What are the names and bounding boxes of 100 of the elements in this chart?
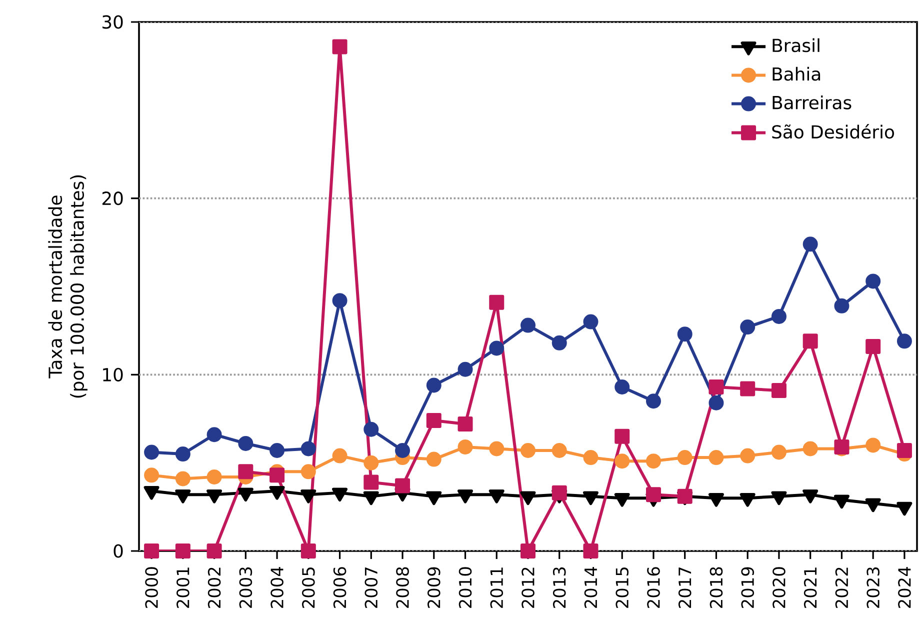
point [708,450,724,466]
point [771,444,786,460]
x-tick-label: 2020 [772,567,786,608]
point [426,452,442,467]
legend-label: Bahia [772,66,820,81]
x-tick-label: 2011 [490,568,504,608]
x-tick-label: 2000 [145,567,158,608]
point [238,464,254,480]
point [583,544,598,558]
point [175,446,190,462]
point [270,468,285,483]
x-tick-label: 2019 [741,567,754,608]
point [332,448,348,464]
point [175,544,190,558]
x-tick-label: 2006 [333,567,346,608]
point [520,442,536,458]
x-tick-label: 2002 [208,568,221,608]
point [552,442,567,458]
point [426,378,442,393]
point [677,326,692,342]
x-tick-label: 2001 [176,568,190,608]
y-tick-label: 20 [102,192,123,206]
point [614,454,630,469]
x-tick-label: 2010 [458,567,472,608]
point [489,441,504,456]
point [646,487,661,502]
x-tick-label: 2005 [302,568,315,608]
point [300,544,316,558]
point [866,438,881,453]
point [740,320,756,335]
x-tick-label: 2012 [522,568,534,608]
point [771,308,786,324]
point [866,338,881,354]
point [740,381,756,396]
y-tick-label: 0 [114,544,123,558]
legend-label: Brasil [772,38,820,52]
point [144,468,160,483]
point [771,383,786,398]
point [144,444,160,460]
point [740,448,756,464]
point [364,422,379,437]
x-tick-label: 2008 [396,567,409,608]
point [300,441,316,456]
point [458,416,473,432]
x-tick-label: 2009 [427,567,440,608]
point [677,488,692,504]
point [426,413,442,428]
point [896,334,912,349]
point [646,394,661,409]
x-tick-label: 2024 [898,567,911,608]
point [458,362,473,377]
point [646,454,661,469]
point [206,427,222,442]
point [708,380,724,395]
point [614,380,630,395]
point [896,442,912,458]
point [552,485,567,500]
point [802,236,818,252]
x-tick-label: 2014 [584,567,598,608]
x-tick-label: 2023 [866,567,880,608]
point [175,471,190,486]
legend-label: São Desidério [772,124,894,139]
point [520,318,536,333]
x-tick-label: 2017 [678,567,692,608]
point [802,441,818,456]
x-tick-label: 2004 [270,567,284,608]
point [395,442,410,458]
point [238,436,254,451]
point [300,464,316,480]
point [332,293,348,308]
point [489,294,504,310]
point [802,334,818,349]
point [332,39,348,54]
x-tick-label: 2007 [364,567,378,608]
point [834,298,850,314]
point [552,335,567,350]
point [677,450,692,466]
y-axis-title: Taxa de mortalidade (por 100.000 habitantes) [48,175,88,398]
x-tick-label: 2016 [647,567,660,608]
point [614,428,630,444]
point [364,455,379,470]
y-tick-label: 10 [103,368,123,382]
point [520,544,536,558]
point [144,544,160,558]
point [866,274,881,289]
y-tick-label: 30 [102,15,123,29]
x-tick-label: 2021 [804,568,817,608]
point [270,442,285,458]
point [708,395,724,410]
x-tick-label: 2015 [616,568,629,608]
x-tick-label: 2013 [552,567,566,608]
point [206,544,222,558]
point [395,478,410,494]
legend-label: Barreiras [772,95,852,110]
point [458,439,473,454]
x-tick-label: 2018 [710,567,723,608]
point [364,474,379,490]
point [206,469,222,484]
x-tick-label: 2022 [835,568,848,608]
x-tick-label: 2003 [239,567,252,608]
